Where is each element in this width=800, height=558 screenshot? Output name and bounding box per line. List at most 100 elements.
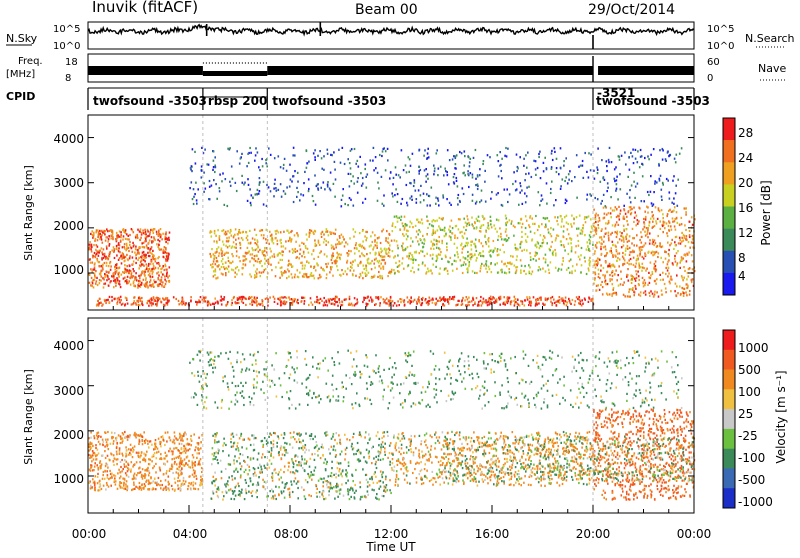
power-cell xyxy=(362,202,364,204)
power-cell xyxy=(129,244,131,246)
power-cell xyxy=(495,228,497,230)
power-cell xyxy=(226,240,228,242)
power-cell xyxy=(264,269,266,271)
power-cell xyxy=(523,270,525,272)
power-cell xyxy=(227,240,229,242)
power-cell xyxy=(90,233,92,235)
power-cell xyxy=(677,250,679,252)
power-cell xyxy=(462,248,464,250)
velocity-cell xyxy=(90,485,92,487)
power-cell xyxy=(511,263,513,265)
power-cell xyxy=(303,276,305,278)
power-cell xyxy=(639,249,641,251)
power-cell xyxy=(105,236,107,238)
power-cell xyxy=(293,250,295,252)
power-cell xyxy=(408,156,410,158)
power-cell xyxy=(606,165,608,167)
power-cell xyxy=(600,270,602,272)
power-cell xyxy=(591,225,593,227)
power-cell xyxy=(661,290,663,292)
power-cell xyxy=(319,150,321,152)
power-cell xyxy=(291,180,293,182)
power-cell xyxy=(467,267,469,269)
velocity-cell xyxy=(172,441,174,443)
power-cell xyxy=(681,275,683,277)
power-cell xyxy=(635,224,637,226)
power-cell xyxy=(629,247,631,249)
power-cell xyxy=(406,233,408,235)
power-cell xyxy=(438,253,440,255)
velocity-cell xyxy=(187,488,189,490)
power-cell xyxy=(240,157,242,159)
nave-tick-bottom: 0 xyxy=(707,73,713,84)
power-cell xyxy=(604,179,606,181)
power-cell xyxy=(512,183,514,185)
power-cell xyxy=(533,258,535,260)
power-cell xyxy=(107,258,109,260)
power-cell xyxy=(506,217,508,219)
power-cell xyxy=(324,253,326,255)
power-cell xyxy=(417,219,419,221)
power-cell xyxy=(630,288,632,290)
power-cell xyxy=(546,203,548,205)
power-cell xyxy=(684,207,686,209)
power-cell xyxy=(557,270,559,272)
velocity-cell xyxy=(120,471,122,473)
power-cell xyxy=(665,291,667,293)
power-cell xyxy=(627,224,629,226)
power-cell xyxy=(647,155,649,157)
power-cell xyxy=(215,166,217,168)
power-cell xyxy=(527,236,529,238)
power-cell xyxy=(257,304,259,306)
power-cell xyxy=(204,299,206,301)
velocity-cell xyxy=(141,439,143,441)
power-cell xyxy=(283,167,285,169)
power-cell xyxy=(529,252,531,254)
power-cell xyxy=(692,278,694,280)
power-cell xyxy=(546,242,548,244)
power-cell xyxy=(508,268,510,270)
power-cell xyxy=(543,257,545,259)
power-cell xyxy=(245,231,247,233)
power-cell xyxy=(443,229,445,231)
power-cell xyxy=(641,200,643,202)
power-cell xyxy=(140,239,142,241)
power-cell xyxy=(105,302,107,304)
power-cell xyxy=(637,271,639,273)
power-cell xyxy=(160,234,162,236)
velocity-cell xyxy=(172,472,174,474)
power-cell xyxy=(397,193,399,195)
power-cell xyxy=(406,184,408,186)
power-cell xyxy=(402,222,404,224)
power-cell xyxy=(617,233,619,235)
power-cell xyxy=(590,218,592,220)
power-cell xyxy=(146,281,148,283)
power-cell xyxy=(292,265,294,267)
power-cell xyxy=(472,200,474,202)
power-cell xyxy=(367,262,369,264)
power-cell xyxy=(116,237,118,239)
power-cell xyxy=(386,248,388,250)
power-cell xyxy=(608,212,610,214)
power-cell xyxy=(372,248,374,250)
velocity-cell xyxy=(179,461,181,463)
power-cell xyxy=(616,183,618,185)
power-cell xyxy=(619,159,621,161)
power-cell xyxy=(109,262,111,264)
power-cell xyxy=(564,300,566,302)
power-cell xyxy=(128,238,130,240)
power-cell xyxy=(345,241,347,243)
power-cell xyxy=(249,147,251,149)
velocity-cell xyxy=(190,466,192,468)
power-cell xyxy=(318,189,320,191)
power-cell xyxy=(383,194,385,196)
power-cell xyxy=(435,298,437,300)
power-cell xyxy=(603,267,605,269)
power-cell xyxy=(325,244,327,246)
power-cell xyxy=(148,270,150,272)
power-cell xyxy=(276,230,278,232)
power-cell xyxy=(273,242,275,244)
power-cell xyxy=(229,181,231,183)
power-cell xyxy=(167,299,169,301)
power-cell xyxy=(255,299,257,301)
